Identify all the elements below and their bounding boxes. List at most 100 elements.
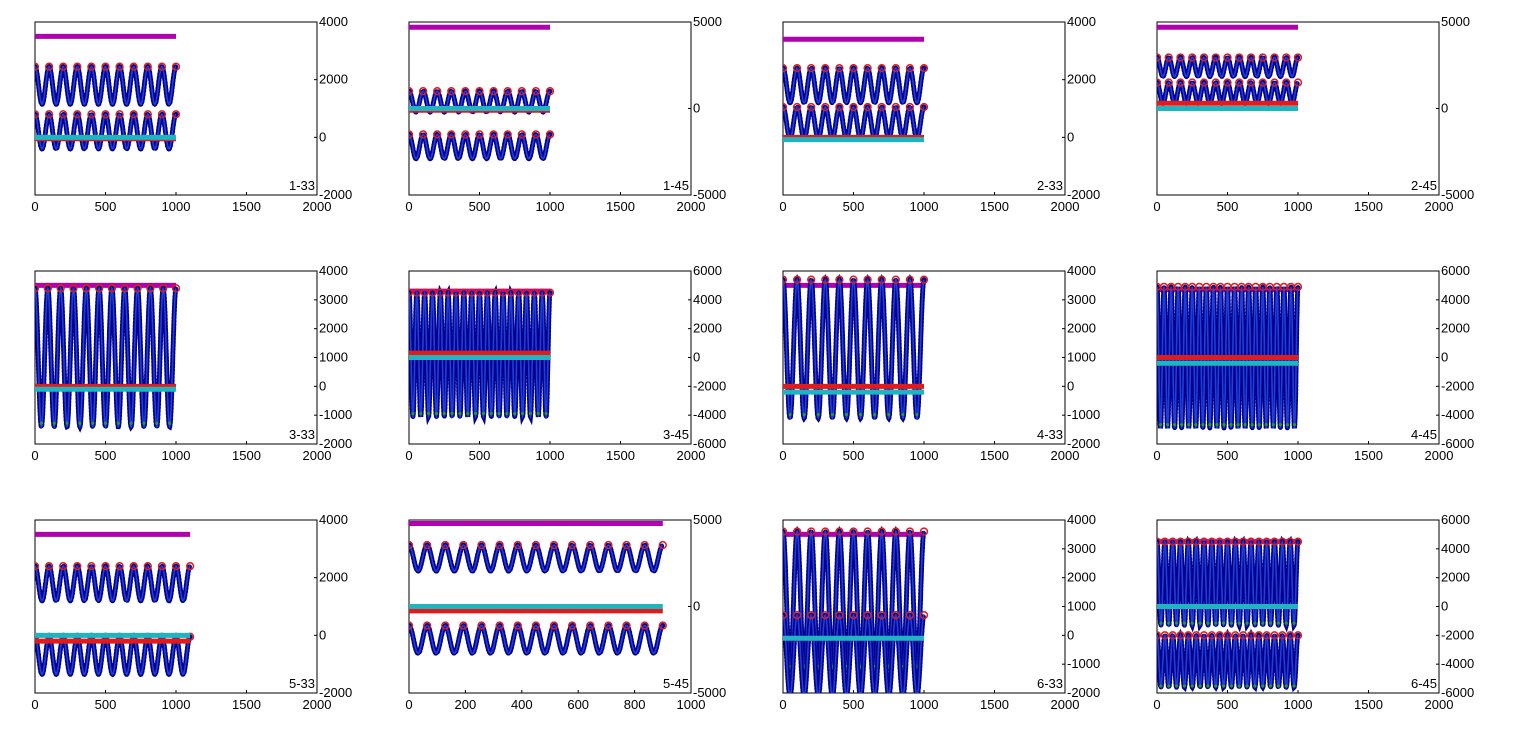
x-tick-label: 0 — [405, 448, 412, 463]
trough-marker — [1237, 684, 1241, 688]
peak-marker — [87, 561, 96, 571]
x-tick-label: 500 — [469, 448, 491, 463]
trough-marker — [1229, 684, 1234, 688]
trough-marker — [1243, 423, 1247, 427]
peak-marker — [101, 62, 110, 71]
x-tick-label: 0 — [405, 199, 412, 214]
peak-marker — [428, 288, 437, 297]
x-tick-label: 1500 — [1354, 199, 1383, 214]
peak-marker — [35, 561, 40, 571]
peak-marker — [517, 130, 526, 139]
peak-marker — [475, 87, 484, 96]
peak-marker — [1293, 282, 1303, 292]
peak-marker — [498, 288, 508, 297]
x-tick-label: 1500 — [1354, 448, 1383, 463]
peak-marker — [1286, 631, 1295, 640]
peak-marker — [792, 63, 802, 73]
trough-marker — [1173, 423, 1177, 427]
peak-marker — [143, 62, 152, 71]
trough-marker — [411, 411, 415, 416]
peak-marker — [545, 87, 555, 96]
peak-marker — [489, 87, 498, 96]
trough-marker — [450, 411, 454, 416]
trough-marker — [915, 412, 919, 417]
y-tick-label: 4000 — [319, 512, 348, 527]
trough-marker — [1194, 423, 1198, 427]
series-sine-line — [1157, 539, 1299, 628]
plot-area — [783, 36, 929, 143]
series-sine-line — [35, 565, 191, 602]
peak-marker — [44, 110, 54, 119]
y-tick-label: -2000 — [1441, 627, 1474, 642]
trough-marker — [788, 412, 792, 417]
trough-marker — [167, 421, 172, 425]
x-tick-label: 0 — [31, 199, 38, 214]
trough-marker — [1261, 621, 1265, 625]
trough-marker — [1159, 621, 1163, 625]
plot-area — [783, 274, 929, 423]
peak-marker — [1160, 631, 1169, 640]
peak-marker — [863, 63, 872, 73]
peak-marker — [783, 102, 788, 112]
subplot-4-33: 0 500 1000 1500 2000-2000-100001000200030004… — [779, 263, 1100, 463]
peak-marker — [905, 63, 915, 73]
peak-marker — [87, 62, 96, 71]
peak-marker — [491, 288, 500, 297]
y-tick-label: 1000 — [1067, 599, 1096, 614]
peak-marker — [1278, 537, 1287, 546]
x-tick-label: 500 — [95, 199, 117, 214]
peak-marker — [1207, 537, 1216, 546]
trough-marker — [1292, 684, 1296, 688]
peak-marker — [877, 102, 886, 112]
y-tick-label: 4000 — [319, 263, 348, 278]
peak-marker — [1246, 53, 1256, 62]
peak-marker — [82, 284, 91, 293]
y-tick-label: -1000 — [319, 407, 352, 422]
trough-marker — [1237, 621, 1241, 625]
trough-marker — [830, 412, 834, 417]
peak-marker — [835, 275, 844, 284]
trough-marker — [536, 411, 540, 416]
plot-area — [35, 33, 181, 152]
peak-marker — [1160, 537, 1169, 546]
peak-marker — [919, 611, 929, 620]
y-tick-label: 3000 — [1067, 292, 1096, 307]
peak-marker — [531, 540, 541, 550]
peak-marker — [517, 87, 526, 96]
y-tick-label: -2000 — [1067, 187, 1100, 202]
y-tick-label: 4000 — [1067, 512, 1096, 527]
trough-marker — [544, 411, 548, 416]
y-tick-label: 2000 — [1067, 72, 1096, 87]
panel-label: 6-33 — [1037, 676, 1063, 691]
y-tick-label: -5000 — [1441, 187, 1474, 202]
peak-marker — [44, 561, 54, 571]
series-sine-line — [1157, 56, 1299, 78]
peak-marker — [94, 284, 104, 293]
peak-marker — [783, 275, 788, 284]
x-tick-label: 0 — [31, 697, 38, 712]
y-tick-label: -1000 — [1067, 656, 1100, 671]
x-tick-label: 0 — [779, 697, 786, 712]
peak-marker — [1223, 78, 1232, 87]
peak-marker — [905, 527, 915, 536]
peak-marker — [461, 130, 470, 139]
subplot-1-45: 0 500 1000 1500 2000-5000 0 5000 1-45 — [405, 14, 726, 214]
x-tick-label: 1500 — [232, 448, 261, 463]
y-tick-label: 0 — [693, 350, 700, 365]
peak-marker — [409, 540, 414, 550]
peak-marker — [115, 62, 124, 71]
y-tick-label: 0 — [319, 129, 326, 144]
peak-marker — [821, 102, 830, 112]
x-tick-label: 2000 — [303, 697, 332, 712]
y-tick-label: 5000 — [693, 512, 722, 527]
trough-marker — [481, 411, 486, 416]
peak-marker — [586, 540, 595, 550]
y-tick-label: 0 — [1067, 129, 1074, 144]
x-tick-label: 1000 — [536, 199, 565, 214]
y-tick-label: 6000 — [1441, 263, 1470, 278]
peak-marker — [1223, 631, 1232, 640]
peak-marker — [1293, 53, 1303, 62]
y-tick-label: -6000 — [1441, 685, 1474, 700]
peak-marker — [1199, 631, 1209, 640]
peak-marker — [783, 527, 788, 536]
